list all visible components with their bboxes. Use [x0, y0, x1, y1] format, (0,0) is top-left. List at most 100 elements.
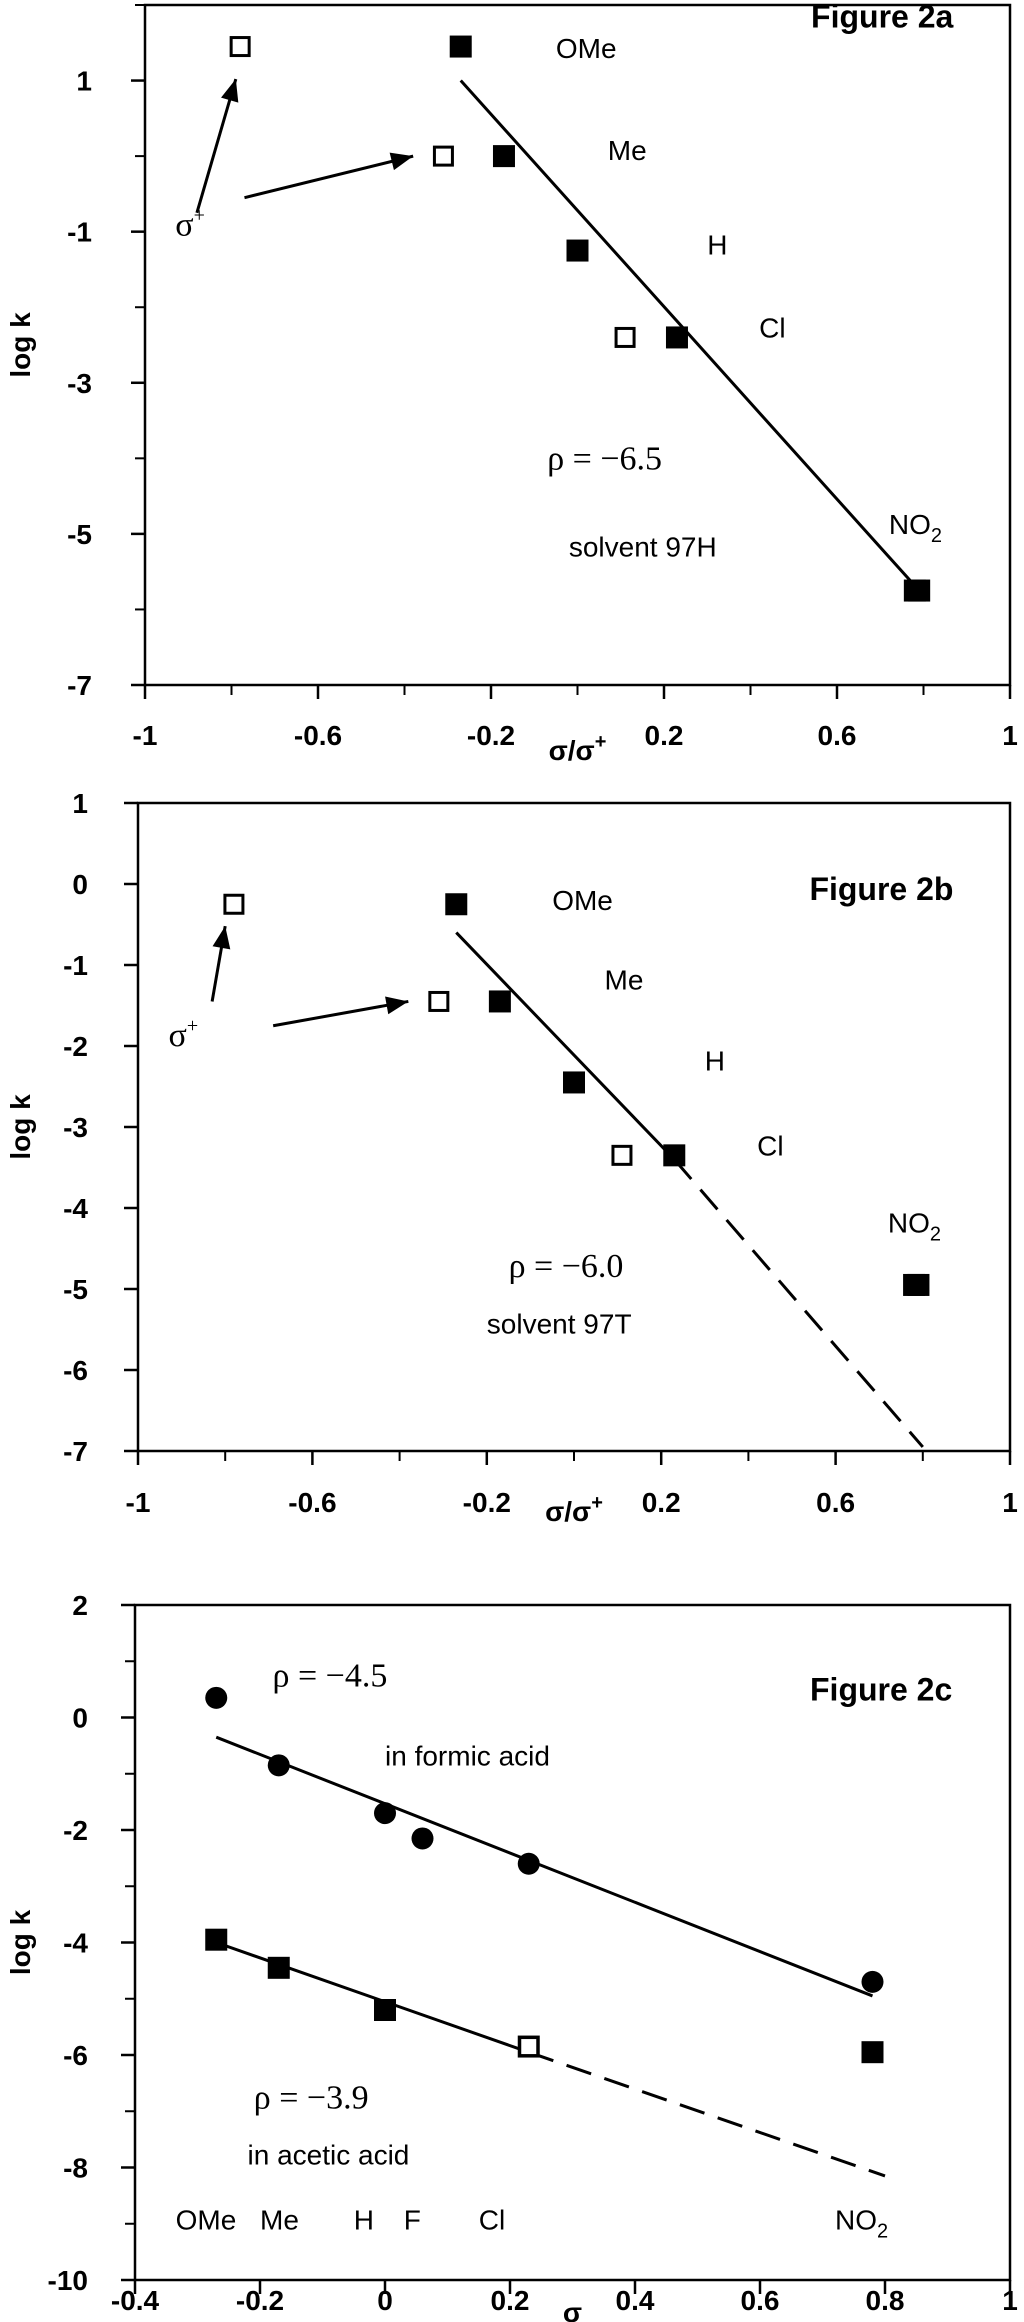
y-tick-label: -1: [67, 217, 92, 248]
data-point-filled-square: [665, 326, 688, 349]
x-tick-label: 0.6: [741, 2285, 780, 2316]
data-point-filled-square: [861, 2041, 884, 2064]
x-tick-label: 1: [1002, 720, 1018, 751]
data-point-filled-square: [563, 1071, 585, 1094]
data-point-filled-square: [566, 239, 589, 262]
y-tick-label: 0: [72, 869, 88, 900]
arrow-shaft: [244, 154, 414, 200]
arrow-shaft: [195, 78, 238, 214]
x-axis-title: σ/σ+: [545, 1492, 603, 1527]
y-tick-label: -8: [63, 2153, 88, 2184]
data-point-open-square: [229, 36, 251, 58]
substituent-label: OMe: [556, 33, 617, 64]
x-tick-label: -1: [126, 1487, 151, 1518]
data-point-filled-square: [449, 35, 472, 58]
substituent-label: Cl: [479, 2204, 505, 2235]
fit-line-solid: [455, 931, 676, 1161]
substituent-label: OMe: [552, 885, 613, 916]
data-point-open-square: [611, 1144, 633, 1166]
data-point-open-square: [432, 145, 454, 167]
acetic-acid-annotation: in acetic acid: [248, 2140, 410, 2171]
data-point-filled-square: [663, 1144, 686, 1167]
x-tick-label: 0.4: [616, 2285, 655, 2316]
arrow-head: [221, 79, 239, 103]
substituent-label: F: [404, 2204, 421, 2235]
arrow-head: [385, 996, 409, 1015]
substituent-label: OMe: [176, 2204, 237, 2235]
substituent-label: Me: [260, 2204, 299, 2235]
substituent-label: Me: [605, 964, 644, 995]
figure-title: Figure 2a: [811, 0, 953, 35]
data-point-open-square: [428, 990, 450, 1012]
y-tick-label: -1: [63, 950, 88, 981]
data-point-filled-square: [488, 990, 511, 1013]
data-point-circle: [267, 1754, 290, 1777]
arrow-head: [389, 152, 414, 171]
fit-line-solid: [459, 79, 921, 592]
y-axis-title: log k: [5, 1094, 36, 1160]
y-tick-label: -6: [63, 2040, 88, 2071]
y-tick-label: -7: [67, 670, 92, 701]
x-tick-label: -0.4: [111, 2285, 160, 2316]
data-point-open-square: [614, 326, 636, 348]
sigma-plus-label: σ+: [169, 1015, 199, 1054]
y-tick-label: -4: [63, 1928, 88, 1959]
data-point-circle: [517, 1852, 540, 1875]
substituent-label: Me: [608, 135, 647, 166]
data-point-open-square: [518, 2036, 540, 2058]
arrow-shaft: [272, 999, 409, 1028]
y-axis-title: log k: [5, 312, 36, 378]
y-tick-label: -3: [63, 1112, 88, 1143]
y-tick-label: -2: [63, 1031, 88, 1062]
y-tick-label: 2: [72, 1590, 88, 1621]
panel-figure-2b: -1 -0.6 -0.2 0.2 0.6 1 1 0 -1 -2 -3 -4 -5 -6 -7 Figure …: [5, 788, 1018, 1527]
y-axis-title: log k: [5, 1909, 36, 1975]
data-point-filled-square: [908, 579, 931, 602]
data-point-filled-square: [205, 1928, 228, 1951]
fit-line-solid: [215, 1735, 874, 1998]
data-point-circle: [411, 1827, 434, 1850]
y-tick-label: 0: [72, 1703, 88, 1734]
x-tick-label: 0.6: [818, 720, 857, 751]
data-point-filled-square: [374, 1999, 396, 2021]
substituent-label: NO2: [888, 1207, 941, 1245]
fit-line-dashed: [528, 2050, 886, 2178]
x-tick-label: 0.2: [642, 1487, 681, 1518]
data-point-circle: [861, 1970, 884, 1993]
formic-acid-annotation: in formic acid: [385, 1740, 550, 1771]
rho-formic-annotation: ρ = −4.5: [273, 1658, 388, 1695]
substituent-label: H: [354, 2204, 374, 2235]
y-tick-label: -4: [63, 1193, 88, 1224]
x-tick-label: -0.2: [463, 1487, 511, 1518]
data-point-filled-square: [267, 1956, 290, 1979]
y-tick-label: 1: [76, 66, 92, 97]
rho-acetic-annotation: ρ = −3.9: [254, 2079, 369, 2116]
rho-annotation: ρ = −6.5: [547, 441, 662, 478]
substituent-label: Cl: [759, 312, 785, 343]
substituent-label: Cl: [757, 1130, 783, 1161]
y-tick-label: -5: [67, 519, 92, 550]
data-point-filled-square: [907, 1273, 930, 1296]
y-tick-label: -7: [63, 1436, 88, 1467]
x-tick-label: -0.2: [467, 720, 515, 751]
substituent-label: NO2: [889, 509, 942, 547]
x-tick-label: 1: [1002, 2285, 1018, 2316]
data-point-circle: [205, 1686, 228, 1709]
y-tick-label: -6: [63, 1355, 88, 1386]
y-tick-label: -2: [63, 1815, 88, 1846]
y-tick-label: -5: [63, 1274, 88, 1305]
plot-frame: [143, 3, 1012, 687]
solvent-annotation: solvent 97H: [569, 532, 717, 563]
x-tick-label: 0.8: [866, 2285, 905, 2316]
sigma-plus-label: σ+: [175, 204, 205, 243]
solvent-annotation: solvent 97T: [487, 1309, 632, 1340]
figure-title: Figure 2c: [810, 1672, 952, 1708]
data-point-filled-square: [445, 893, 468, 916]
data-point-open-square: [223, 893, 245, 915]
substituent-label: NO2: [835, 2204, 888, 2242]
panel-figure-2a: -1 -0.6 -0.2 0.2 0.6 1 1 -1 -3 -5 -7 Figure 2a σ/σ+ l…: [5, 0, 1018, 766]
substituent-label: H: [707, 229, 727, 260]
x-axis-title: σ: [563, 2297, 582, 2322]
x-tick-label: 0.2: [645, 720, 684, 751]
data-point-circle: [374, 1802, 396, 1825]
